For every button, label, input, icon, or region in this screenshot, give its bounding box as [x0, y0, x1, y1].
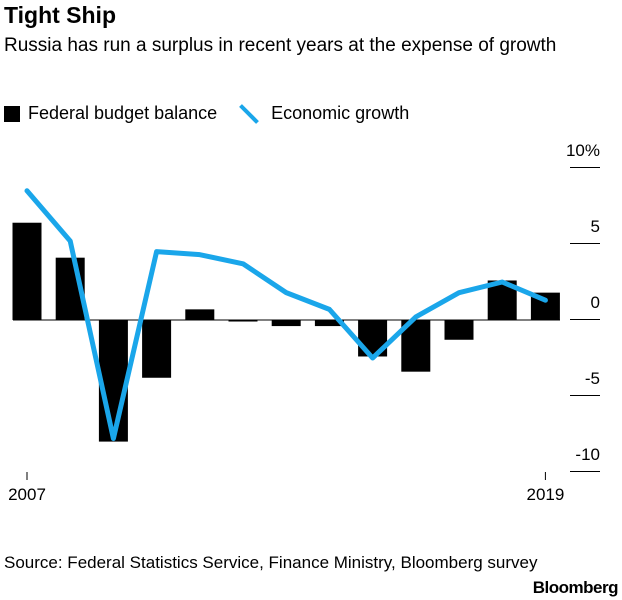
x-tick-label: 2019	[526, 485, 564, 504]
bar-2011	[185, 309, 215, 320]
legend-label-budget: Federal budget balance	[28, 103, 218, 123]
growth-line	[24, 188, 548, 442]
source-note: Source: Federal Statistics Service, Fina…	[4, 553, 538, 572]
y-tick-label: -10	[575, 445, 600, 464]
bar-2009	[98, 320, 128, 442]
y-tick-label: 0	[591, 293, 600, 312]
y-tick-label: 10%	[566, 141, 600, 160]
chart-subtitle: Russia has run a surplus in recent years…	[4, 35, 557, 56]
legend: Federal budget balance Economic growth	[4, 103, 409, 124]
bar-2010	[142, 320, 172, 378]
bloomberg-logo: Bloomberg	[532, 578, 619, 597]
bar-2017	[444, 320, 474, 340]
legend-label-growth: Economic growth	[271, 103, 410, 123]
chart-title: Tight Ship	[4, 2, 117, 28]
x-tick-label: 2007	[8, 485, 46, 504]
bar-2014	[314, 320, 344, 327]
y-tick-label: 5	[591, 217, 600, 236]
legend-swatch-bar	[4, 105, 20, 122]
bar-2012	[228, 320, 258, 322]
bar-2007	[12, 222, 42, 320]
bar-2013	[271, 320, 301, 327]
y-tick-label: -5	[585, 369, 600, 388]
